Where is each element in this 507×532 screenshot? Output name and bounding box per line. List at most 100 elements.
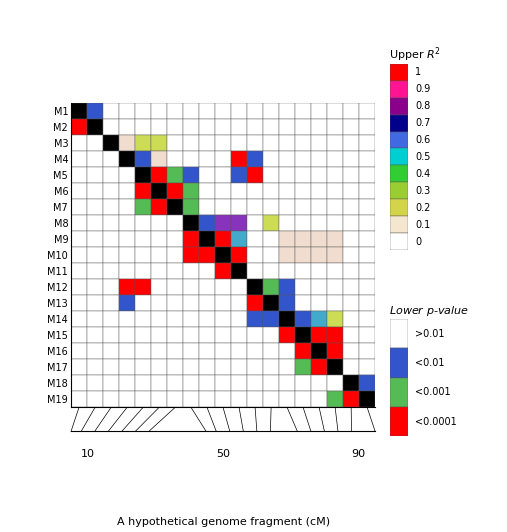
Bar (343, 231, 359, 247)
Bar (390, 319, 408, 348)
Bar (135, 344, 151, 360)
Bar (71, 279, 87, 295)
Bar (295, 327, 311, 344)
Bar (167, 135, 183, 151)
Bar (311, 279, 327, 295)
Bar (167, 311, 183, 327)
Bar (247, 119, 263, 135)
Bar (215, 200, 231, 215)
Bar (199, 231, 215, 247)
Bar (359, 231, 375, 247)
Bar (119, 231, 135, 247)
Bar (135, 231, 151, 247)
Bar (135, 311, 151, 327)
Bar (71, 151, 87, 167)
Bar (71, 119, 87, 135)
Bar (231, 231, 247, 247)
Bar (311, 135, 327, 151)
Bar (295, 263, 311, 279)
Bar (247, 392, 263, 408)
Bar (199, 103, 215, 119)
Bar (119, 392, 135, 408)
Bar (215, 167, 231, 184)
Bar (231, 119, 247, 135)
Bar (71, 295, 87, 311)
Bar (215, 247, 231, 263)
Bar (215, 311, 231, 327)
Bar (311, 247, 327, 263)
Bar (167, 151, 183, 167)
Bar (231, 215, 247, 231)
Bar (327, 135, 343, 151)
Bar (151, 360, 167, 376)
Bar (183, 215, 199, 231)
Bar (151, 327, 167, 344)
Bar (151, 295, 167, 311)
Bar (151, 215, 167, 231)
Bar (103, 151, 119, 167)
Bar (135, 119, 151, 135)
Text: 0.1: 0.1 (415, 220, 430, 230)
Bar (359, 392, 375, 408)
Text: Lower $p$-value: Lower $p$-value (389, 304, 468, 318)
Bar (279, 279, 295, 295)
Text: >0.01: >0.01 (415, 329, 445, 339)
Bar (135, 135, 151, 151)
Bar (295, 360, 311, 376)
Bar (103, 311, 119, 327)
Bar (87, 200, 103, 215)
Bar (263, 376, 279, 392)
Bar (343, 200, 359, 215)
Bar (390, 407, 408, 436)
Bar (151, 247, 167, 263)
Bar (231, 279, 247, 295)
Bar (295, 151, 311, 167)
Bar (71, 360, 87, 376)
Bar (87, 231, 103, 247)
Bar (103, 167, 119, 184)
Bar (103, 119, 119, 135)
Bar (295, 311, 311, 327)
Bar (87, 247, 103, 263)
Bar (343, 135, 359, 151)
Bar (295, 295, 311, 311)
Bar (390, 114, 408, 131)
Bar (151, 135, 167, 151)
Bar (263, 103, 279, 119)
Bar (119, 184, 135, 200)
Bar (263, 295, 279, 311)
Bar (263, 279, 279, 295)
Bar (327, 376, 343, 392)
Bar (390, 182, 408, 200)
Bar (167, 215, 183, 231)
Bar (135, 103, 151, 119)
Bar (167, 295, 183, 311)
Bar (327, 263, 343, 279)
Bar (343, 279, 359, 295)
Bar (135, 263, 151, 279)
Bar (311, 119, 327, 135)
Bar (103, 344, 119, 360)
Bar (231, 151, 247, 167)
Bar (103, 135, 119, 151)
Bar (279, 231, 295, 247)
Text: 0.9: 0.9 (415, 84, 430, 94)
Bar (295, 103, 311, 119)
Bar (343, 184, 359, 200)
Bar (390, 64, 408, 81)
Bar (231, 327, 247, 344)
Bar (215, 184, 231, 200)
Bar (295, 247, 311, 263)
Bar (71, 103, 87, 119)
Bar (359, 247, 375, 263)
Bar (87, 151, 103, 167)
Bar (215, 376, 231, 392)
Bar (247, 200, 263, 215)
Bar (311, 327, 327, 344)
Bar (279, 376, 295, 392)
Bar (311, 263, 327, 279)
Bar (343, 247, 359, 263)
Bar (247, 360, 263, 376)
Bar (183, 376, 199, 392)
Bar (263, 247, 279, 263)
